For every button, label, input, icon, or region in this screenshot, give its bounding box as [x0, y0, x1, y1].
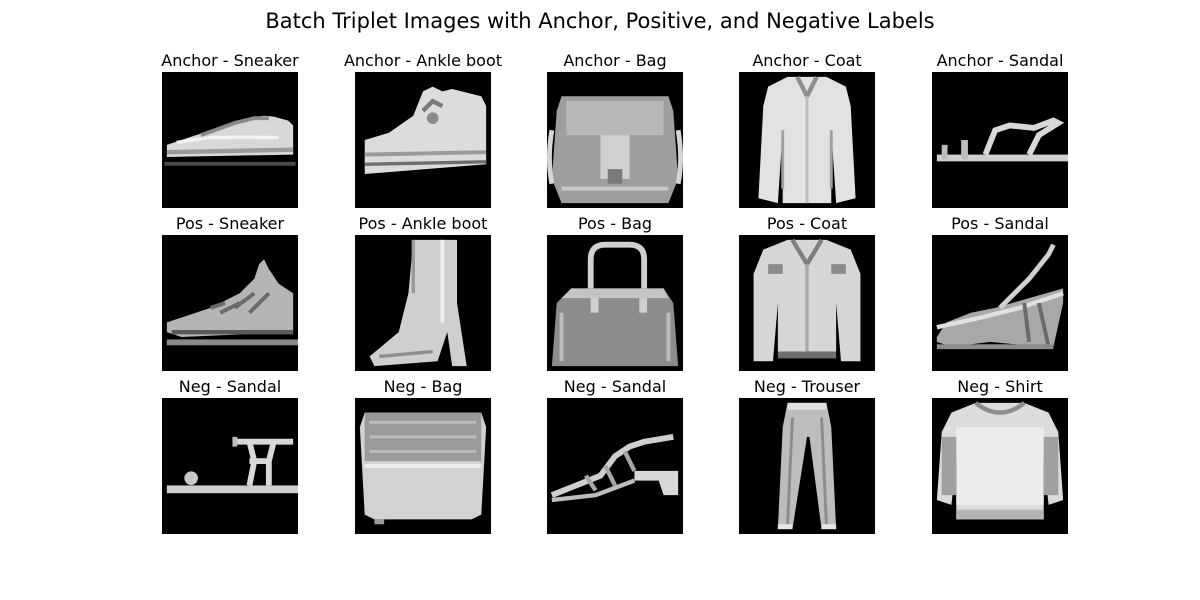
coat-image	[739, 235, 875, 371]
panel-pos-ankle-boot: Pos - Ankle boot	[355, 214, 491, 371]
bag-image	[355, 398, 491, 534]
panel-title: Anchor - Sandal	[936, 51, 1064, 70]
panel-pos-sneaker: Pos - Sneaker	[162, 214, 298, 371]
panel-pos-coat: Pos - Coat	[739, 214, 875, 371]
panel-title: Pos - Coat	[766, 214, 848, 233]
panel-title: Neg - Shirt	[957, 377, 1043, 396]
panel-pos-bag: Pos - Bag	[547, 214, 683, 371]
panel-pos-sandal: Pos - Sandal	[932, 214, 1068, 371]
panel-anchor-sandal: Anchor - Sandal	[932, 51, 1068, 208]
figure-title: Batch Triplet Images with Anchor, Positi…	[265, 9, 935, 33]
ankle-boot-image	[355, 72, 491, 208]
panel-title: Pos - Ankle boot	[358, 214, 488, 233]
trouser-image	[739, 398, 875, 534]
panel-title: Neg - Sandal	[178, 377, 282, 396]
sneaker-image	[162, 72, 298, 208]
panel-title: Anchor - Sneaker	[161, 51, 299, 70]
ankle-boot-image	[355, 235, 491, 371]
panel-neg-bag: Neg - Bag	[355, 377, 491, 534]
panel-title: Pos - Bag	[577, 214, 653, 233]
bag-image	[547, 72, 683, 208]
bag-image	[547, 235, 683, 371]
panel-title: Neg - Bag	[383, 377, 463, 396]
panel-title: Neg - Trouser	[753, 377, 861, 396]
panel-neg-sandal: Neg - Sandal	[162, 377, 298, 534]
panel-title: Anchor - Ankle boot	[343, 51, 503, 70]
panel-title: Pos - Sneaker	[175, 214, 285, 233]
panel-neg-sandal-2: Neg - Sandal	[547, 377, 683, 534]
panel-anchor-bag: Anchor - Bag	[547, 51, 683, 208]
panel-title: Anchor - Bag	[563, 51, 667, 70]
panel-anchor-coat: Anchor - Coat	[739, 51, 875, 208]
panel-neg-shirt: Neg - Shirt	[932, 377, 1068, 534]
panel-title: Neg - Sandal	[563, 377, 667, 396]
sandal-image	[932, 72, 1068, 208]
panel-title: Anchor - Coat	[752, 51, 862, 70]
panel-anchor-ankle-boot: Anchor - Ankle boot	[344, 51, 502, 208]
panel-title: Pos - Sandal	[951, 214, 1049, 233]
shirt-image	[932, 398, 1068, 534]
sneaker-image	[162, 235, 298, 371]
sandal-image	[547, 398, 683, 534]
sandal-image	[162, 398, 298, 534]
panel-neg-trouser: Neg - Trouser	[739, 377, 875, 534]
coat-image	[739, 72, 875, 208]
sandal-image	[932, 235, 1068, 371]
panel-anchor-sneaker: Anchor - Sneaker	[161, 51, 299, 208]
